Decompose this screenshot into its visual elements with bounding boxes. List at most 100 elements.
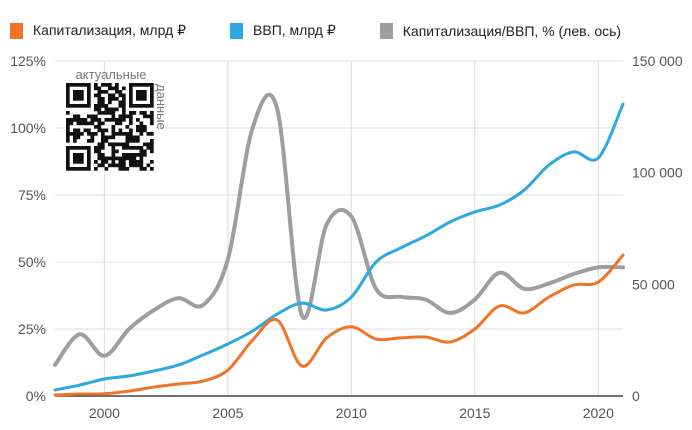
qr-module bbox=[94, 83, 98, 87]
qr-module bbox=[94, 118, 98, 122]
qr-module bbox=[139, 125, 144, 129]
qr-module bbox=[143, 149, 147, 154]
qr-module bbox=[87, 100, 91, 105]
legend-item-ratio[interactable]: Капитализация/ВВП, % (лев. ось) bbox=[379, 22, 621, 39]
qr-module bbox=[108, 83, 112, 87]
qr-module bbox=[129, 146, 133, 150]
qr-module bbox=[115, 121, 119, 126]
qr-module bbox=[146, 114, 151, 119]
qr-module bbox=[97, 104, 102, 108]
qr-module bbox=[80, 97, 84, 101]
legend-item-capitalization[interactable]: Капитализация, млрд ₽ bbox=[10, 22, 186, 39]
qr-module bbox=[66, 160, 70, 164]
qr-module bbox=[87, 97, 91, 101]
qr-module bbox=[80, 90, 84, 94]
qr-module bbox=[101, 132, 105, 136]
qr-module bbox=[136, 104, 140, 108]
qr-module bbox=[69, 146, 74, 150]
qr-module bbox=[66, 104, 70, 108]
qr-module bbox=[97, 90, 102, 94]
qr-module bbox=[108, 93, 112, 98]
qr-module bbox=[90, 114, 95, 119]
qr-module bbox=[108, 142, 112, 147]
qr-module bbox=[143, 114, 147, 119]
qr-module bbox=[111, 86, 116, 91]
qr-module bbox=[87, 83, 91, 87]
qr-module bbox=[97, 100, 102, 105]
qr-module bbox=[80, 167, 84, 171]
qr-module bbox=[66, 118, 70, 122]
qr-module bbox=[80, 156, 84, 161]
qr-module bbox=[129, 97, 133, 101]
qr-module bbox=[101, 111, 105, 115]
qr-module bbox=[76, 104, 81, 108]
qr-module bbox=[143, 104, 147, 108]
y-left-tick-label: 125% bbox=[10, 53, 46, 69]
qr-module bbox=[87, 114, 91, 119]
qr-module bbox=[122, 86, 126, 91]
qr-module bbox=[76, 93, 81, 98]
qr-module bbox=[136, 163, 140, 168]
qr-module bbox=[129, 160, 133, 164]
qr-module bbox=[118, 163, 123, 168]
qr-module bbox=[132, 83, 137, 87]
qr-module bbox=[132, 146, 137, 150]
qr-module bbox=[76, 83, 81, 87]
qr-module bbox=[122, 111, 126, 115]
legend-item-gdp[interactable]: ВВП, млрд ₽ bbox=[230, 22, 336, 39]
qr-module bbox=[83, 146, 88, 150]
qr-module bbox=[87, 156, 91, 161]
qr-module bbox=[87, 163, 91, 168]
qr-module bbox=[94, 149, 98, 154]
qr-module bbox=[122, 167, 126, 171]
qr-module bbox=[73, 90, 77, 94]
qr-module bbox=[87, 146, 91, 150]
qr-module bbox=[129, 121, 133, 126]
qr-module bbox=[115, 156, 119, 161]
qr-module bbox=[76, 156, 81, 161]
qr-module bbox=[66, 93, 70, 98]
qr-module bbox=[111, 97, 116, 101]
qr-module bbox=[143, 90, 147, 94]
qr-module bbox=[118, 100, 123, 105]
y-right-tick-label: 150 000 bbox=[632, 53, 683, 69]
qr-module bbox=[73, 153, 77, 157]
qr-module bbox=[94, 107, 98, 112]
qr-module bbox=[66, 167, 70, 171]
qr-module bbox=[104, 160, 109, 164]
qr-module bbox=[150, 104, 154, 108]
qr-module bbox=[101, 83, 105, 87]
qr-module bbox=[76, 153, 81, 157]
qr-module bbox=[115, 97, 119, 101]
qr-module bbox=[76, 114, 81, 119]
qr-module bbox=[83, 121, 88, 126]
qr-module bbox=[125, 114, 130, 119]
qr-module bbox=[118, 132, 123, 136]
qr-module bbox=[108, 107, 112, 112]
qr-module bbox=[101, 142, 105, 147]
qr-module bbox=[122, 132, 126, 136]
qr-module bbox=[97, 163, 102, 168]
qr-module bbox=[111, 153, 116, 157]
qr-module bbox=[132, 111, 137, 115]
qr-module bbox=[143, 97, 147, 101]
qr-module bbox=[69, 104, 74, 108]
qr-module bbox=[139, 167, 144, 171]
qr-module bbox=[73, 156, 77, 161]
qr-module bbox=[136, 139, 140, 143]
qr-label-top: актуальные bbox=[76, 67, 147, 82]
qr-module bbox=[139, 111, 144, 115]
qr-module bbox=[129, 132, 133, 136]
qr-module bbox=[122, 93, 126, 98]
qr-module bbox=[118, 128, 123, 133]
qr-module bbox=[97, 146, 102, 150]
qr-module bbox=[139, 83, 144, 87]
qr-module bbox=[129, 153, 133, 157]
qr-module bbox=[143, 153, 147, 157]
qr-module bbox=[150, 146, 154, 150]
qr-module bbox=[90, 139, 95, 143]
qr-module bbox=[66, 128, 70, 133]
qr-module bbox=[150, 167, 154, 171]
qr-module bbox=[76, 135, 81, 140]
qr-code[interactable] bbox=[64, 81, 156, 173]
